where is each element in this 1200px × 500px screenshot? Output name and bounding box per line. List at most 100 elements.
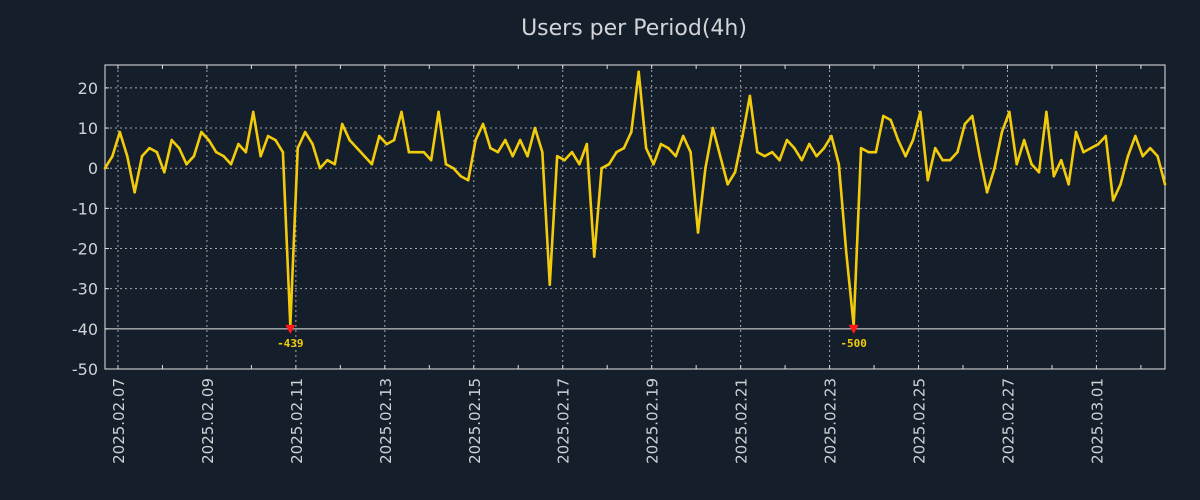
data-point bbox=[1074, 130, 1078, 134]
data-point bbox=[400, 110, 403, 114]
data-point bbox=[919, 110, 922, 114]
data-point bbox=[741, 134, 744, 138]
x-tick-label: 2025.02.09 bbox=[199, 378, 217, 464]
series-line bbox=[103, 70, 1167, 327]
data-point bbox=[622, 146, 626, 150]
data-point bbox=[1156, 154, 1159, 158]
y-tick-label: 10 bbox=[78, 119, 98, 138]
data-point bbox=[1134, 134, 1137, 138]
data-point bbox=[111, 154, 114, 158]
data-point bbox=[541, 150, 544, 154]
data-point bbox=[711, 126, 715, 130]
data-point bbox=[978, 154, 981, 158]
data-point bbox=[363, 154, 366, 158]
data-point bbox=[1148, 146, 1152, 150]
data-point bbox=[800, 158, 804, 162]
data-point bbox=[659, 142, 663, 146]
data-point bbox=[882, 114, 885, 118]
y-tick-label: -30 bbox=[72, 280, 98, 299]
data-point bbox=[185, 162, 188, 166]
data-point bbox=[644, 146, 648, 150]
data-point bbox=[726, 182, 729, 186]
data-point bbox=[177, 146, 181, 150]
data-point bbox=[563, 158, 566, 162]
data-point bbox=[296, 146, 300, 150]
data-point bbox=[200, 130, 203, 134]
data-point bbox=[1067, 182, 1070, 186]
data-point bbox=[763, 154, 767, 158]
x-tick-label: 2025.02.17 bbox=[555, 378, 573, 464]
data-point bbox=[756, 150, 759, 154]
x-tick-label: 2025.02.21 bbox=[733, 378, 751, 464]
data-point bbox=[1037, 170, 1041, 174]
data-point bbox=[326, 158, 329, 162]
data-point bbox=[459, 174, 463, 178]
x-tick-label: 2025.02.19 bbox=[644, 378, 662, 464]
data-point bbox=[637, 70, 641, 74]
data-point bbox=[1163, 182, 1167, 186]
data-point bbox=[170, 138, 174, 142]
data-point bbox=[793, 146, 796, 150]
data-point bbox=[385, 142, 388, 146]
data-point bbox=[689, 150, 692, 154]
data-point bbox=[1008, 110, 1011, 114]
data-point bbox=[733, 170, 737, 174]
data-point bbox=[370, 162, 374, 166]
data-point bbox=[244, 150, 248, 154]
data-point bbox=[859, 146, 863, 150]
data-point bbox=[466, 178, 470, 182]
data-point bbox=[956, 150, 959, 154]
data-point bbox=[970, 114, 974, 118]
y-tick-label: -10 bbox=[72, 199, 98, 218]
data-point bbox=[681, 134, 685, 138]
data-point bbox=[652, 162, 655, 166]
outlier-label: -500 bbox=[840, 337, 867, 350]
data-point bbox=[941, 158, 944, 162]
data-point bbox=[785, 138, 789, 142]
data-point bbox=[103, 166, 107, 170]
data-point bbox=[600, 166, 603, 170]
data-point bbox=[904, 154, 907, 158]
data-point bbox=[392, 138, 396, 142]
x-tick-label: 2025.02.15 bbox=[466, 378, 484, 464]
data-point bbox=[896, 138, 900, 142]
data-point bbox=[704, 166, 707, 170]
data-point bbox=[511, 154, 514, 158]
data-point bbox=[985, 191, 989, 194]
data-point bbox=[311, 142, 314, 146]
data-point bbox=[355, 146, 359, 150]
data-point bbox=[533, 126, 537, 130]
data-point bbox=[444, 162, 448, 166]
data-point bbox=[303, 130, 307, 134]
outlier-marker-icon bbox=[848, 324, 859, 334]
data-point bbox=[251, 110, 255, 114]
data-point bbox=[1104, 134, 1107, 138]
data-point bbox=[1015, 162, 1019, 166]
data-point bbox=[318, 166, 322, 170]
data-point bbox=[526, 154, 529, 158]
data-point bbox=[133, 191, 136, 194]
x-tick-label: 2025.02.25 bbox=[911, 378, 929, 464]
data-point bbox=[259, 154, 262, 158]
y-tick-label: 20 bbox=[78, 79, 98, 98]
data-point bbox=[926, 178, 930, 182]
data-point bbox=[192, 154, 196, 158]
y-tick-label: -50 bbox=[72, 360, 98, 379]
data-point bbox=[140, 154, 144, 158]
data-point bbox=[718, 154, 722, 158]
data-point bbox=[407, 150, 411, 154]
data-point bbox=[578, 162, 581, 166]
data-point bbox=[933, 146, 937, 150]
data-point bbox=[1119, 182, 1122, 186]
data-point bbox=[548, 283, 552, 286]
data-point bbox=[118, 130, 122, 134]
data-point bbox=[1141, 154, 1145, 158]
data-point bbox=[615, 150, 618, 154]
data-point bbox=[1126, 154, 1130, 158]
x-tick-label: 2025.02.11 bbox=[288, 378, 306, 464]
data-point bbox=[822, 146, 826, 150]
data-point bbox=[281, 150, 285, 154]
data-point bbox=[844, 251, 848, 254]
x-tick-label: 2025.02.13 bbox=[377, 378, 395, 464]
data-point bbox=[1052, 174, 1056, 178]
